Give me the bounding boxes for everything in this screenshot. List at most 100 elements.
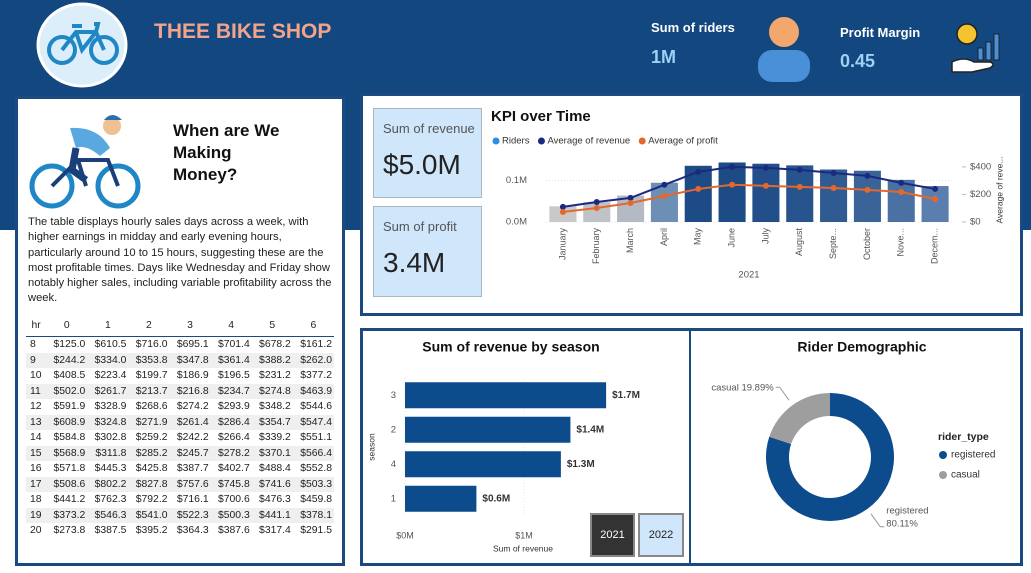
table-cell: 15 [26,445,47,461]
table-cell: 11 [26,383,47,399]
table-cell: $242.2 [176,432,209,444]
table-cell: $402.7 [217,463,250,475]
column-header: 6 [292,314,334,337]
table-cell: 17 [26,476,47,492]
table-cell: $334.0 [87,352,129,368]
app-title: THEE BIKE SHOP [154,20,332,43]
card-value: 3.4M [383,247,446,278]
table-row: 10 $408.5 $223.4 $199.7 $186.9 $196.5 $231.2 $3… [26,368,334,384]
table-cell: $568.9 [46,445,88,461]
table-cell: $231.2 [259,370,291,382]
person-icon [758,17,810,82]
column-header: hr [26,314,47,337]
table-row: 12 $591.9 $328.9 $268.6 $274.2 $293.9 $348.2 $5… [26,399,334,415]
table-row: 14 $584.8 $302.8 $259.2 $242.2 $266.4 $339.2 $5… [26,430,334,446]
table-cell: $196.5 [217,370,250,382]
table-cell: $259.2 [135,432,168,444]
table-cell: $268.6 [135,401,168,413]
table-cell: $395.2 [135,525,168,537]
table-cell: $302.8 [94,432,127,444]
table-cell: $463.9 [292,383,334,399]
table-cell: $488.4 [259,463,291,475]
table-cell: $354.7 [251,414,293,430]
table-cell: $544.6 [300,401,332,413]
table-cell: $377.2 [300,370,332,382]
table-cell: $261.7 [87,383,129,399]
table-cell: $223.4 [94,370,127,382]
table-cell: $441.2 [53,494,86,506]
table-cell: $387.6 [217,525,250,537]
table-cell: $678.2 [259,339,291,351]
table-cell: $441.1 [251,507,293,523]
table-cell: $387.5 [94,525,127,537]
table-cell: 16 [30,463,42,475]
table-cell: $476.3 [259,494,291,506]
table-cell: $364.3 [176,525,209,537]
table-cell: $802.2 [87,476,129,492]
table-cell: $584.8 [53,432,86,444]
table-cell: $378.1 [292,507,334,523]
table-cell: $745.8 [210,476,252,492]
table-cell: $827.8 [128,476,170,492]
table-cell: $552.8 [300,463,332,475]
table-cell: $541.0 [128,507,170,523]
card: Sum of profit 3.4M [373,206,482,297]
bottom-panel [360,328,1023,566]
table-cell: 18 [30,494,42,506]
table-cell: $324.8 [87,414,129,430]
table-cell: $286.4 [210,414,252,430]
table-row: 19 $373.2 $546.3 $541.0 $522.3 $500.3 $441.1 $3… [26,507,334,523]
table-cell: $716.1 [176,494,209,506]
card-label: Sum of revenue [383,121,475,136]
year-button[interactable]: 2022 [638,513,684,557]
table-cell: $328.9 [94,401,127,413]
table-cell: $361.4 [210,352,252,368]
table-cell: $271.9 [128,414,170,430]
profit-icon [951,23,1000,73]
story-text: The table displays hourly sales days acr… [28,216,332,305]
divider [689,331,691,563]
table-cell: $762.3 [94,494,127,506]
table-cell: $274.8 [251,383,293,399]
header-row: hr 0 1 2 3 4 5 6 [26,314,334,337]
column-header: 3 [169,314,211,337]
table-cell: $701.4 [217,339,250,351]
card: Sum of revenue $5.0M [373,108,482,198]
table-cell: 19 [26,507,47,523]
table-cell: $388.2 [251,352,293,368]
table-cell: $161.2 [300,339,332,351]
table-cell: $348.2 [259,401,291,413]
column-header: 5 [251,314,293,337]
table-cell: $551.1 [300,432,332,444]
column-header: 4 [210,314,252,337]
table-cell: $741.6 [251,476,293,492]
table-cell: $546.3 [87,507,129,523]
table-cell: $234.7 [210,383,252,399]
table-cell: $700.6 [217,494,250,506]
column-header: 1 [87,314,129,337]
table-cell: 9 [26,352,47,368]
table-cell: $591.9 [53,401,86,413]
table-cell: $408.5 [53,370,86,382]
table-cell: $291.5 [300,525,332,537]
card-label: Sum of profit [383,219,457,234]
kpi-label: Profit Margin [840,25,921,40]
table-cell: $500.3 [210,507,252,523]
table-cell: $262.0 [292,352,334,368]
table-cell: $610.5 [94,339,127,351]
table-cell: $459.8 [300,494,332,506]
table-row: 20 $273.8 $387.5 $395.2 $364.3 $387.6 $317.4 $2… [26,523,334,539]
table-cell: 12 [30,401,42,413]
table-cell: $199.7 [135,370,168,382]
year-button[interactable]: 2021 [590,513,635,557]
table-cell: $566.4 [292,445,334,461]
hourly-table: hr 0 1 2 3 4 5 6 8 $125.0 $610.5 $716.0 $695.1 $701.4… [26,314,334,539]
table-cell: $716.0 [135,339,168,351]
table-cell: $186.9 [176,370,209,382]
table-cell: $273.8 [53,525,86,537]
table-cell: $353.8 [128,352,170,368]
table-cell: $387.7 [176,463,209,475]
table-row: 16 $571.8 $445.3 $425.8 $387.7 $402.7 $488.4 $5… [26,461,334,477]
table-cell: $278.2 [210,445,252,461]
table-cell: $508.6 [46,476,88,492]
